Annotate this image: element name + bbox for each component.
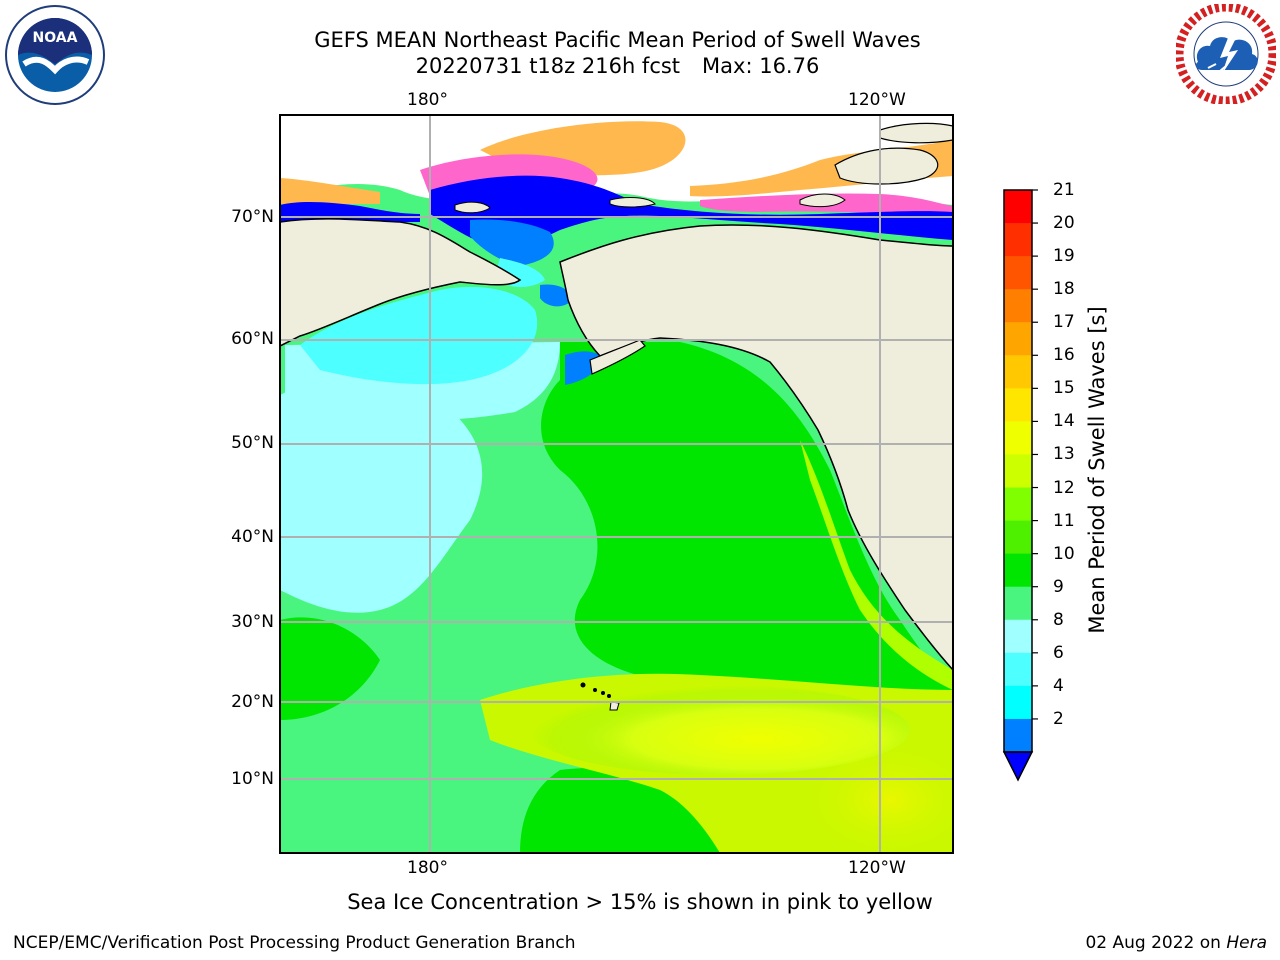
colorbar-segment [1004, 223, 1032, 257]
colorbar-tick-label: 19 [1053, 246, 1075, 267]
colorbar-segment [1004, 487, 1032, 522]
nws-logo [1176, 4, 1276, 104]
colorbar-tick-label: 11 [1053, 510, 1075, 531]
lat-label-50n: 50°N [231, 433, 274, 453]
colorbar-frame [1003, 189, 1033, 753]
colorbar-tick-label: 16 [1053, 345, 1075, 366]
lat-label-60n: 60°N [231, 329, 274, 349]
colorbar-segment [1004, 586, 1032, 621]
footer-credit: NCEP/EMC/Verification Post Processing Pr… [13, 933, 576, 953]
colorbar-tick-label: 20 [1053, 213, 1075, 234]
colorbar-tick-label: 21 [1053, 180, 1075, 200]
lat-label-70n: 70°N [231, 207, 274, 227]
lat-label-30n: 30°N [231, 612, 274, 632]
colorbar-segment [1004, 256, 1032, 290]
colorbar-segment [1004, 553, 1032, 588]
lon-label-bottom-120w: 120°W [848, 858, 906, 878]
colorbar-segment [1004, 652, 1032, 687]
lon-label-bottom-180: 180° [407, 858, 448, 878]
colorbar-label: Mean Period of Swell Waves [s] [1085, 306, 1109, 634]
colorbar-segment [1004, 685, 1032, 720]
lat-label-40n: 40°N [231, 527, 274, 547]
colorbar-segment [1004, 421, 1032, 455]
colorbar-tick-label: 9 [1053, 576, 1064, 597]
footer-host: Hera [1226, 933, 1267, 953]
footer-date: 02 Aug 2022 on Hera [1085, 933, 1267, 953]
colorbar-segment [1004, 718, 1032, 753]
lon-label-top-180: 180° [407, 90, 448, 110]
colorbar-segment [1004, 388, 1032, 422]
colorbar-segment [1004, 355, 1032, 389]
colorbar-segment [1004, 322, 1032, 356]
lat-label-10n: 10°N [231, 769, 274, 789]
colorbar-extend-triangle [1002, 751, 1034, 782]
forecast-time: 20220731 t18z 216h fcst [415, 54, 681, 78]
colorbar-segment [1004, 619, 1032, 654]
colorbar-tick-label: 8 [1053, 609, 1064, 630]
colorbar-segment [1004, 520, 1032, 555]
colorbar-segment [1004, 454, 1032, 489]
noaa-logo-text: NOAA [33, 30, 78, 46]
colorbar-tick-label: 6 [1053, 642, 1064, 663]
colorbar-tick-label: 14 [1053, 411, 1075, 432]
max-value: Max: 16.76 [702, 54, 820, 78]
chart-subtitle: 20220731 t18z 216h fcst Max: 16.76 [0, 53, 1235, 80]
colorbar-segment [1004, 289, 1032, 323]
colorbar-tick-label: 2 [1053, 708, 1064, 729]
colorbar-tick-label: 4 [1053, 675, 1064, 696]
footer-date-text: 02 Aug 2022 on [1085, 933, 1221, 953]
lat-label-20n: 20°N [231, 692, 274, 712]
colorbar-segment [1004, 190, 1032, 224]
chart-title: GEFS MEAN Northeast Pacific Mean Period … [314, 28, 921, 52]
noaa-logo: NOAA [5, 5, 105, 105]
colorbar-tick-label: 12 [1053, 477, 1075, 498]
colorbar-tick-label: 17 [1053, 312, 1075, 333]
colorbar-tick-label: 13 [1053, 444, 1075, 465]
sea-ice-caption: Sea Ice Concentration > 15% is shown in … [347, 890, 933, 914]
lon-label-top-120w: 120°W [848, 90, 906, 110]
colorbar-tick-label: 18 [1053, 279, 1075, 300]
colorbar-tick-label: 10 [1053, 543, 1075, 564]
colorbar-tick-label: 15 [1053, 378, 1075, 399]
